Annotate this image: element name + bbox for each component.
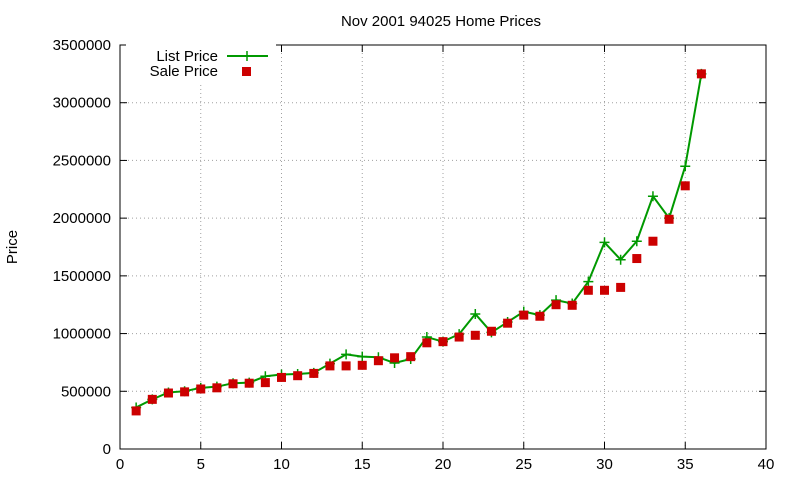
data-point — [535, 311, 545, 321]
data-point — [454, 332, 464, 342]
data-point — [648, 236, 658, 246]
data-point — [260, 378, 270, 388]
data-point — [583, 276, 594, 287]
y-tick-label: 1500000 — [53, 268, 111, 285]
data-point — [293, 371, 303, 381]
data-point — [696, 69, 706, 79]
data-point — [616, 282, 626, 292]
data-point — [470, 330, 480, 340]
data-point — [357, 360, 367, 370]
y-tick-label: 0 — [103, 441, 111, 458]
x-tick-label: 0 — [116, 456, 124, 473]
axis-ticks: 0 5 10 15 20 25 30 35 40 0 500000 1000000 1500000 200… — [53, 37, 775, 473]
data-point — [470, 308, 481, 319]
data-point — [600, 285, 609, 295]
data-point — [228, 379, 238, 389]
x-tick-label: 40 — [758, 456, 775, 473]
x-tick-label: 5 — [197, 456, 205, 473]
data-point — [390, 353, 400, 363]
y-tick-label: 3500000 — [53, 37, 111, 54]
x-tick-label: 35 — [677, 456, 694, 473]
data-point — [341, 349, 352, 360]
x-tick-label: 25 — [515, 456, 532, 473]
data-point — [680, 181, 690, 191]
data-point — [357, 351, 368, 362]
data-point — [325, 361, 335, 371]
data-point — [341, 361, 351, 371]
y-tick-label: 2000000 — [53, 210, 111, 227]
data-point — [180, 387, 190, 397]
data-point — [406, 352, 416, 362]
legend-box-mask — [126, 44, 276, 84]
x-tick-label: 30 — [596, 456, 613, 473]
data-point — [583, 285, 593, 295]
data-point — [664, 214, 674, 224]
data-point — [567, 300, 577, 310]
data-point — [632, 254, 642, 264]
y-tick-label: 2500000 — [53, 152, 111, 169]
data-point — [647, 191, 658, 202]
data-point — [519, 310, 529, 320]
data-point — [680, 161, 691, 172]
data-point — [422, 338, 432, 348]
x-tick-label: 20 — [435, 456, 452, 473]
data-point — [309, 368, 319, 378]
series-list-price — [131, 68, 707, 413]
legend-marker-list-price — [242, 51, 252, 61]
data-point — [277, 372, 286, 382]
y-tick-label: 1000000 — [53, 326, 111, 343]
data-point — [373, 356, 383, 366]
data-point — [131, 406, 141, 416]
data-point — [147, 394, 157, 404]
data-point — [196, 384, 206, 394]
data-point — [212, 383, 222, 393]
data-point — [438, 337, 448, 347]
data-point — [599, 237, 610, 248]
x-tick-label: 15 — [354, 456, 371, 473]
data-point — [486, 326, 496, 336]
series-sale-price — [131, 69, 706, 416]
y-tick-label: 3000000 — [53, 95, 111, 112]
data-point — [551, 300, 561, 310]
legend-label-sale-price: Sale Price — [150, 63, 218, 80]
series-line — [135, 73, 703, 409]
data-point — [503, 318, 513, 328]
y-axis-label: Price — [4, 230, 21, 264]
x-tick-label: 10 — [273, 456, 290, 473]
legend-label-list-price: List Price — [156, 48, 218, 65]
data-point — [163, 388, 173, 398]
chart-title: Nov 2001 94025 Home Prices — [341, 13, 541, 30]
data-point — [615, 254, 626, 265]
data-point — [631, 236, 642, 247]
legend-marker-sale-price — [242, 67, 251, 76]
y-tick-label: 500000 — [61, 383, 111, 400]
data-point — [244, 378, 254, 388]
series-layer — [131, 68, 707, 416]
legend: List Price Sale Price — [126, 44, 276, 84]
